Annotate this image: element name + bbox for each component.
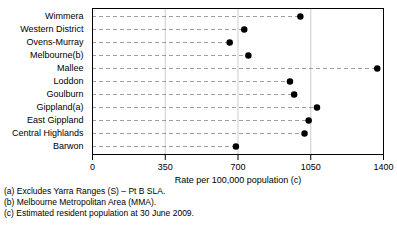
svg-text:1050: 1050	[301, 162, 321, 172]
svg-text:Ovens-Murray: Ovens-Murray	[26, 37, 84, 47]
html-text:(c) Estimated resident populat: (c) Estimated resident population at 30 …	[4, 208, 194, 218]
svg-text:Wimmera: Wimmera	[45, 11, 84, 21]
svg-text:Rate per 100,000 population (c: Rate per 100,000 population (c)	[175, 175, 302, 185]
html-text:(b) Melbourne Metropolitan Are: (b) Melbourne Metropolitan Area (MMA).	[4, 197, 157, 207]
svg-text:Barwon: Barwon	[53, 141, 84, 151]
svg-text:0: 0	[90, 162, 95, 172]
svg-text:700: 700	[230, 162, 245, 172]
svg-text:350: 350	[158, 162, 173, 172]
svg-text:Melbourne(b): Melbourne(b)	[30, 50, 84, 60]
svg-text:1400: 1400	[373, 162, 393, 172]
svg-text:Western District: Western District	[20, 24, 84, 34]
svg-text:Loddon: Loddon	[53, 76, 83, 86]
svg-text:Mallee: Mallee	[57, 63, 84, 73]
svg-text:Gippland(a): Gippland(a)	[36, 102, 83, 112]
svg-text:Central Highlands: Central Highlands	[12, 128, 84, 138]
svg-text:East Gippland: East Gippland	[27, 115, 84, 125]
html-text:(a) Excludes Yarra Ranges (S): (a) Excludes Yarra Ranges (S) – Pt B SLA…	[4, 186, 166, 196]
svg-text:Goulburn: Goulburn	[46, 89, 83, 99]
